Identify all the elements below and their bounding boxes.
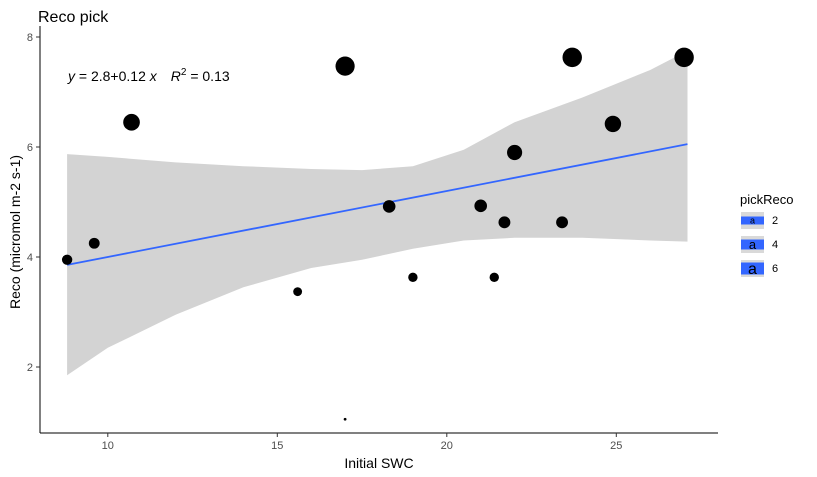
data-point (382, 200, 396, 213)
data-point (498, 216, 511, 229)
data-point (123, 113, 140, 131)
x-tick-label: 20 (441, 440, 453, 452)
y-tick-label: 6 (27, 142, 33, 154)
data-point (343, 417, 347, 421)
legend-key-glyph: a (748, 261, 757, 278)
y-tick-label: 2 (27, 362, 33, 374)
chart-title: Reco pick (38, 9, 109, 26)
legend-title: pickReco (740, 192, 793, 207)
y-axis-title: Reco (micromol m-2 s-1) (7, 155, 23, 309)
data-point (474, 199, 488, 213)
legend-label: 2 (772, 215, 778, 227)
confidence-band (67, 50, 688, 376)
data-point (507, 144, 523, 161)
data-point (556, 216, 568, 229)
legend-label: 6 (772, 263, 778, 275)
x-tick-label: 25 (610, 440, 622, 452)
data-point (604, 115, 622, 133)
regression-equation: y = 2.8+0.12 x R2 = 0.13 (67, 67, 230, 84)
legend-key-glyph: a (750, 216, 755, 226)
x-tick-label: 10 (102, 440, 114, 452)
axes: 10 15 20 25 2 4 6 8 (27, 26, 718, 452)
plot-panel (61, 47, 694, 421)
data-point (489, 272, 499, 283)
x-axis-title: Initial SWC (344, 455, 413, 471)
legend: pickReco a 2 a 4 a 6 (740, 192, 793, 278)
data-point (408, 272, 418, 283)
data-point (61, 254, 73, 265)
data-point (335, 56, 355, 76)
data-point (293, 287, 303, 297)
data-point (674, 47, 694, 68)
y-tick-label: 8 (27, 32, 33, 44)
x-tick-label: 15 (271, 440, 283, 452)
data-point (562, 47, 582, 68)
data-point (88, 237, 100, 249)
y-tick-label: 4 (27, 252, 33, 264)
legend-key-glyph: a (749, 237, 757, 252)
legend-label: 4 (772, 239, 778, 251)
regression-line (66, 143, 688, 266)
